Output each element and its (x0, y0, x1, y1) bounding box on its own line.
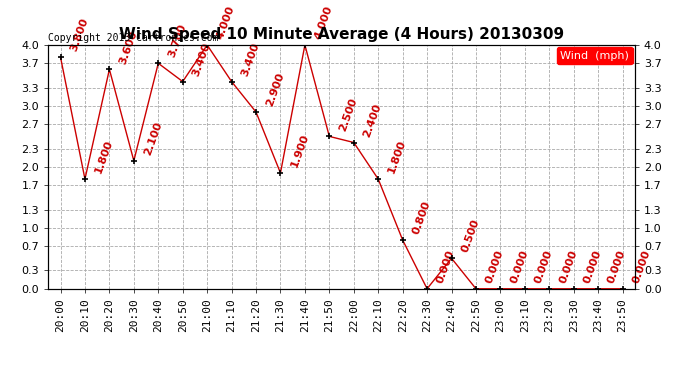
Text: 0.000: 0.000 (582, 249, 603, 285)
Text: 4.000: 4.000 (313, 4, 335, 41)
Text: 0.800: 0.800 (411, 200, 433, 236)
Text: 2.900: 2.900 (264, 72, 286, 108)
Text: 0.000: 0.000 (631, 249, 652, 285)
Text: 0.000: 0.000 (607, 249, 628, 285)
Text: 0.000: 0.000 (533, 249, 555, 285)
Title: Wind Speed 10 Minute Average (4 Hours) 20130309: Wind Speed 10 Minute Average (4 Hours) 2… (119, 27, 564, 42)
Text: 3.800: 3.800 (69, 17, 90, 53)
Text: 0.000: 0.000 (509, 249, 530, 285)
Text: 0.000: 0.000 (435, 249, 457, 285)
Text: 1.800: 1.800 (386, 139, 408, 175)
Text: 1.800: 1.800 (93, 139, 115, 175)
Text: 3.600: 3.600 (118, 29, 139, 65)
Text: 1.900: 1.900 (289, 132, 311, 169)
Text: 2.500: 2.500 (337, 96, 359, 132)
Text: 3.400: 3.400 (240, 41, 262, 77)
Text: 0.500: 0.500 (460, 218, 481, 254)
Text: 3.700: 3.700 (166, 23, 188, 59)
Text: Copyright 2013 Cartronics.com: Copyright 2013 Cartronics.com (48, 33, 219, 43)
Text: 3.400: 3.400 (191, 41, 213, 77)
Text: 2.100: 2.100 (142, 120, 164, 157)
Text: 0.000: 0.000 (558, 249, 579, 285)
Text: 0.000: 0.000 (484, 249, 506, 285)
Legend: Wind  (mph): Wind (mph) (557, 47, 633, 64)
Text: 2.400: 2.400 (362, 102, 384, 138)
Text: 4.000: 4.000 (215, 4, 237, 41)
